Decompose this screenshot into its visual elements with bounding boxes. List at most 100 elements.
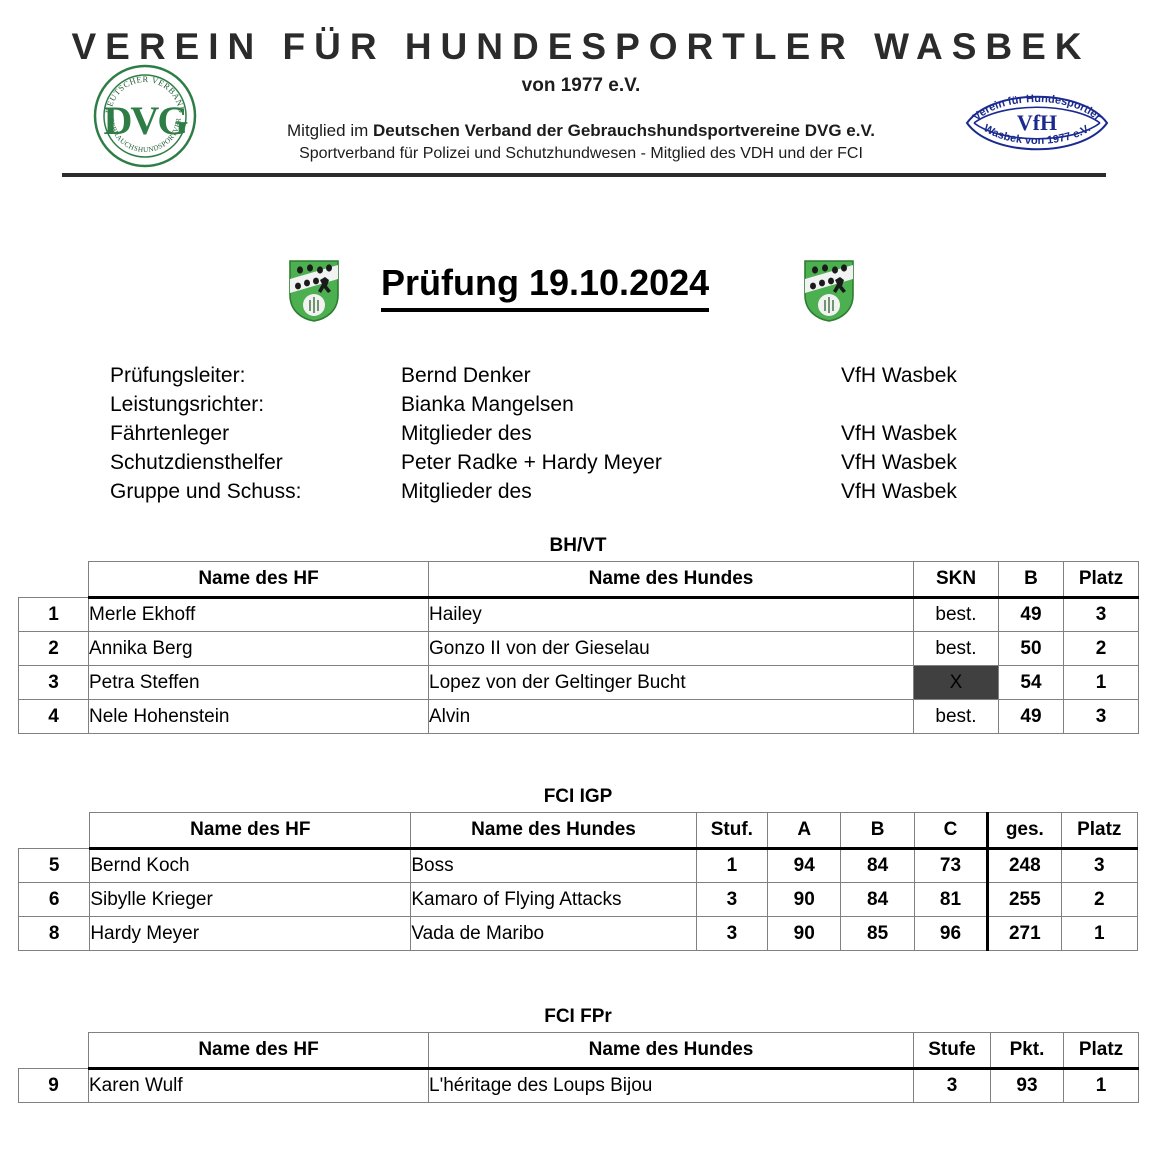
official-role: Leistungsrichter: <box>110 393 265 416</box>
column-header-pkt: Pkt. <box>990 1032 1064 1070</box>
section-bhvt: BH/VT Name des HF Name des Hundes SKN B … <box>18 535 1139 734</box>
header-divider <box>62 173 1106 177</box>
dvg-logo-icon: DEUTSCHER VERBAND DER GEBRAUCHSHUNDSPORT… <box>93 64 197 168</box>
cell-b: 50 <box>998 631 1064 666</box>
cell-index: 6 <box>17 882 91 917</box>
column-header-dog: Name des Hundes <box>428 1032 914 1070</box>
cell-handler: Karen Wulf <box>88 1068 429 1103</box>
column-header-index <box>18 561 89 598</box>
exam-title-row: Prüfung 19.10.2024 <box>0 255 1162 335</box>
cell-dog: Boss <box>410 848 697 883</box>
table-header-row: Name des HF Name des Hundes Stufe Pkt. P… <box>18 1032 1139 1070</box>
wasbek-crest-icon-left <box>289 260 339 322</box>
cell-index: 4 <box>18 699 89 734</box>
official-club: VfH Wasbek <box>841 451 957 474</box>
cell-a: 90 <box>767 882 842 917</box>
table-header-row: Name des HF Name des Hundes SKN B Platz <box>18 561 1139 599</box>
cell-skn: best. <box>913 631 999 666</box>
cell-index: 1 <box>18 597 89 632</box>
cell-stuf: 1 <box>695 848 769 883</box>
cell-b: 49 <box>998 597 1064 632</box>
table-row: 3 Petra Steffen Lopez von der Geltinger … <box>18 665 1139 700</box>
cell-stuf: 3 <box>695 882 769 917</box>
cell-index: 9 <box>18 1068 89 1103</box>
vfh-logo-icon: Verein für Hundesportler Wasbek von 1977… <box>965 93 1109 151</box>
cell-platz: 2 <box>1060 882 1139 917</box>
section-title-fci-fpr: FCI FPr <box>544 1006 612 1027</box>
section-fci-igp: FCI IGP Name des HF Name des Hundes Stuf… <box>17 786 1139 951</box>
cell-c: 96 <box>913 916 989 951</box>
cell-handler: Nele Hohenstein <box>88 699 429 734</box>
cell-b: 84 <box>840 848 915 883</box>
column-header-b: B <box>998 561 1064 599</box>
column-header-stuf: Stuf. <box>695 812 769 850</box>
column-header-index <box>18 812 90 849</box>
cell-total: 255 <box>986 882 1062 917</box>
table-row: 2 Annika Berg Gonzo II von der Gieselau … <box>18 631 1139 666</box>
column-header-b: B <box>840 812 915 850</box>
official-club: VfH Wasbek <box>841 422 957 445</box>
cell-skn: best. <box>913 597 999 632</box>
club-subtitle: von 1977 e.V. <box>521 75 641 96</box>
cell-handler: Petra Steffen <box>88 665 429 700</box>
cell-a: 90 <box>767 916 842 951</box>
results-table-fci-fpr: Name des HF Name des Hundes Stufe Pkt. P… <box>18 1032 1139 1103</box>
table-row: 1 Merle Ekhoff Hailey best. 49 3 <box>18 597 1139 632</box>
officials-row: Fährtenleger Mitglieder des VfH Wasbek <box>0 422 1162 451</box>
column-header-stufe: Stufe <box>913 1032 991 1070</box>
cell-c: 73 <box>913 848 989 883</box>
official-name: Mitglieder des <box>401 480 532 503</box>
cell-platz: 3 <box>1060 848 1139 883</box>
column-header-skn: SKN <box>913 561 999 599</box>
official-role: Schutzdiensthelfer <box>110 451 283 474</box>
cell-dog: Alvin <box>428 699 914 734</box>
cell-b: 49 <box>998 699 1064 734</box>
official-role: Fährtenleger <box>110 422 230 445</box>
table-row: 4 Nele Hohenstein Alvin best. 49 3 <box>18 699 1139 734</box>
cell-dog: Kamaro of Flying Attacks <box>410 882 697 917</box>
column-header-platz: Platz <box>1063 561 1139 599</box>
official-name: Peter Radke + Hardy Meyer <box>401 451 662 474</box>
column-header-a: A <box>767 812 842 850</box>
column-header-platz: Platz <box>1063 1032 1139 1070</box>
cell-platz: 2 <box>1063 631 1139 666</box>
page-title: Prüfung 19.10.2024 <box>381 261 710 312</box>
official-name: Bianka Mangelsen <box>401 393 574 416</box>
column-header-ges: ges. <box>986 812 1062 850</box>
cell-platz: 3 <box>1063 597 1139 632</box>
column-header-dog: Name des Hundes <box>410 812 697 850</box>
cell-index: 5 <box>17 848 91 883</box>
column-header-platz: Platz <box>1060 812 1139 850</box>
cell-total: 248 <box>986 848 1062 883</box>
cell-index: 3 <box>18 665 89 700</box>
cell-platz: 3 <box>1063 699 1139 734</box>
official-role: Prüfungsleiter: <box>110 364 246 387</box>
section-title-fci-igp: FCI IGP <box>543 786 613 807</box>
table-row: 9 Karen Wulf L'héritage des Loups Bijou … <box>18 1068 1139 1103</box>
cell-index: 8 <box>17 916 91 951</box>
table-row: 5 Bernd Koch Boss 1 94 84 73 248 3 <box>17 848 1139 883</box>
cell-b: 85 <box>840 916 915 951</box>
officials-row: Schutzdiensthelfer Peter Radke + Hardy M… <box>0 451 1162 480</box>
cell-stuf: 3 <box>695 916 769 951</box>
cell-b: 84 <box>840 882 915 917</box>
results-table-bhvt: Name des HF Name des Hundes SKN B Platz … <box>18 561 1139 734</box>
section-fci-fpr: FCI FPr Name des HF Name des Hundes Stuf… <box>18 1006 1139 1103</box>
column-header-handler: Name des HF <box>89 812 412 850</box>
officials-row: Prüfungsleiter: Bernd Denker VfH Wasbek <box>0 364 1162 393</box>
cell-a: 94 <box>767 848 842 883</box>
membership-line-2: Sportverband für Polizei und Schutzhundw… <box>299 145 863 162</box>
page-header: VEREIN FÜR HUNDESPORTLER WASBEK von 1977… <box>0 0 1162 178</box>
cell-stufe: 3 <box>913 1068 991 1103</box>
cell-handler: Hardy Meyer <box>89 916 412 951</box>
official-role: Gruppe und Schuss: <box>110 480 302 503</box>
column-header-index <box>18 1032 89 1069</box>
svg-text:VfH: VfH <box>1017 110 1057 135</box>
column-header-handler: Name des HF <box>88 1032 429 1070</box>
club-title: VEREIN FÜR HUNDESPORTLER WASBEK <box>71 26 1091 67</box>
cell-handler: Annika Berg <box>88 631 429 666</box>
cell-handler: Sibylle Krieger <box>89 882 412 917</box>
cell-platz: 1 <box>1063 665 1139 700</box>
membership-association-name: Deutschen Verband der Gebrauchshundsport… <box>373 121 875 140</box>
cell-platz: 1 <box>1063 1068 1139 1103</box>
